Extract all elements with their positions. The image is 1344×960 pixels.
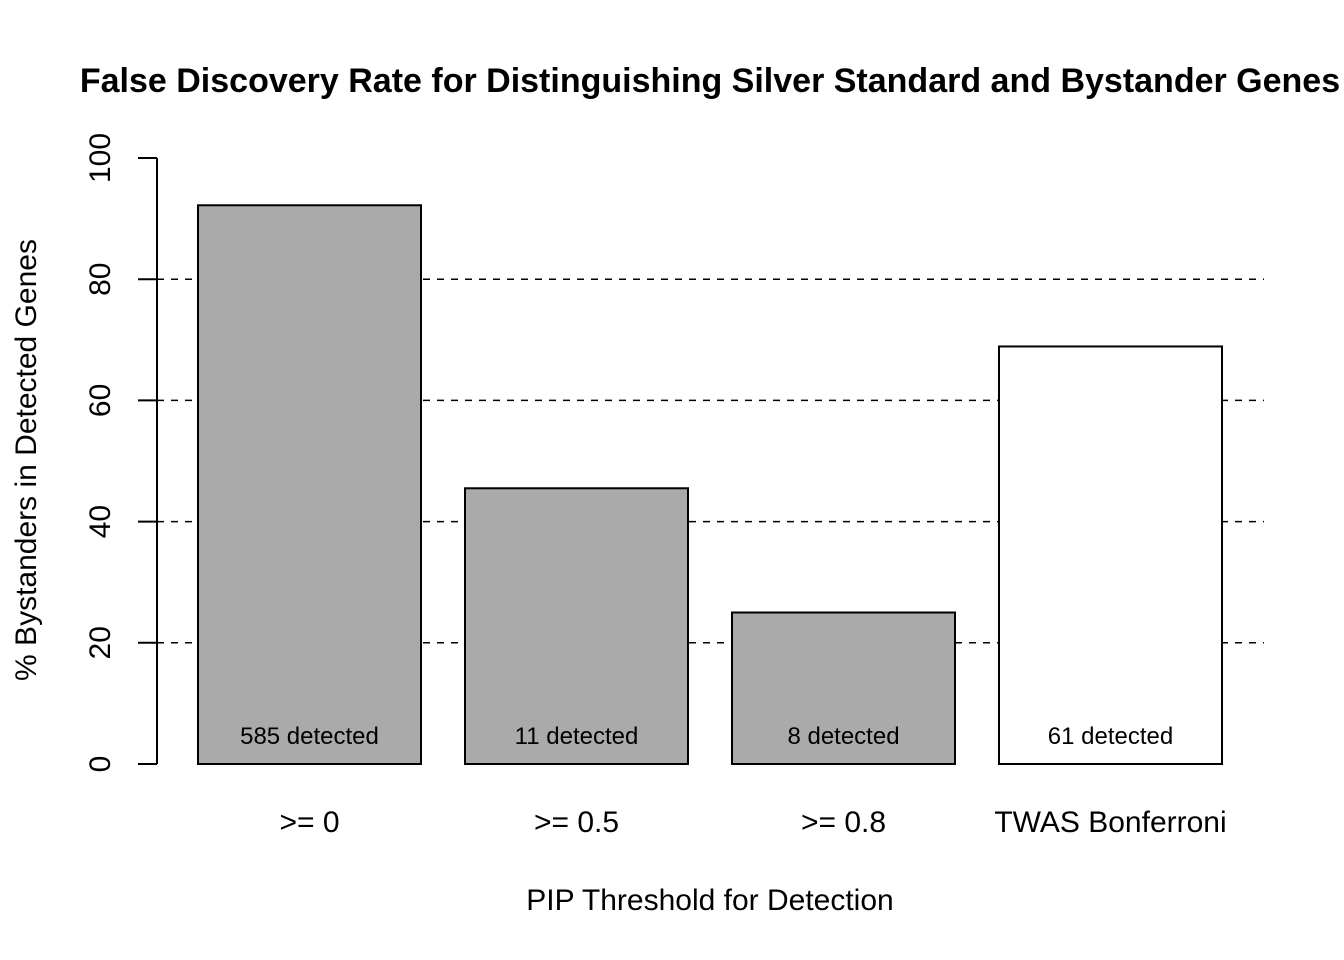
chart-title: False Discovery Rate for Distinguishing …: [80, 62, 1340, 100]
x-axis-label: PIP Threshold for Detection: [526, 884, 893, 917]
x-tick-label: >= 0: [279, 806, 339, 839]
y-axis: 0 20 40 60 80 100: [84, 133, 158, 773]
y-axis-label: % Bystanders in Detected Genes: [10, 239, 43, 681]
y-tick-label: 40: [84, 505, 117, 538]
bar-label: 61 detected: [1048, 723, 1173, 750]
bar: [731, 611, 956, 765]
y-tick-label: 100: [84, 133, 117, 183]
bar-label: 11 detected: [515, 723, 639, 750]
x-tick-label: >= 0.8: [801, 806, 886, 839]
x-tick-label: >= 0.5: [534, 806, 619, 839]
bar: [998, 345, 1223, 765]
bar-label: 8 detected: [787, 723, 899, 750]
x-tick-labels: >= 0 >= 0.5 >= 0.8 TWAS Bonferroni: [279, 806, 1226, 839]
y-tick-label: 20: [84, 626, 117, 659]
y-tick-label: 80: [84, 263, 117, 296]
bars: [197, 204, 1223, 765]
bar-label: 585 detected: [240, 723, 379, 750]
y-tick-label: 0: [84, 756, 117, 773]
bar: [197, 204, 422, 765]
x-tick-label: TWAS Bonferroni: [994, 806, 1226, 839]
bar: [464, 487, 689, 765]
y-tick-label: 60: [84, 384, 117, 417]
bar-labels: 585 detected 11 detected 8 detected 61 dete…: [240, 723, 1173, 750]
